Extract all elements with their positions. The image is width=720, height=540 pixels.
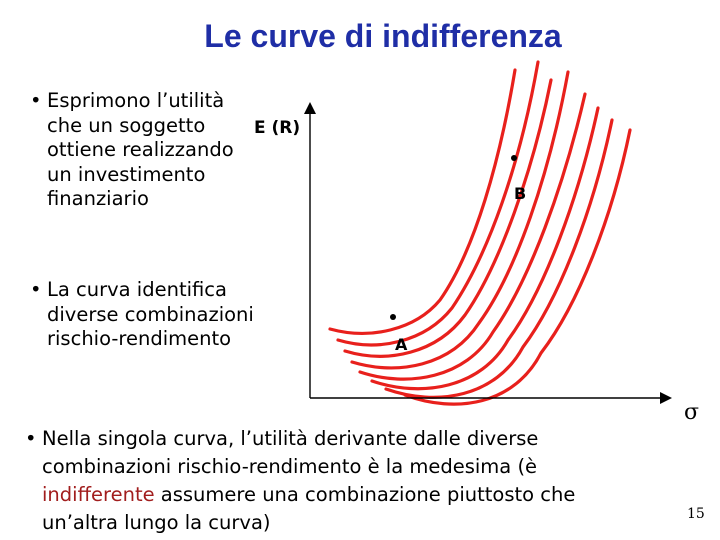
bullet-text-before: Nella singola curva, l’utilità derivante… xyxy=(42,427,539,478)
indifference-curve-2 xyxy=(336,60,540,347)
bullet-dot: • xyxy=(25,427,37,450)
bullet-text-after: assumere una combinazione piuttosto che … xyxy=(42,483,576,534)
bullet-dot: • xyxy=(30,278,42,301)
bullet-text: Esprimono l’utilità che un soggetto otti… xyxy=(47,89,234,210)
x-axis-arrowhead xyxy=(660,392,672,404)
point-b-label: B xyxy=(514,184,527,203)
axes xyxy=(304,102,672,404)
page-number: 15 xyxy=(687,506,705,522)
bullet-utility: • Esprimono l’utilità che un soggetto ot… xyxy=(30,89,247,212)
bullet-curve: • La curva identifica diverse combinazio… xyxy=(30,278,257,352)
bullet-indifference: • Nella singola curva, l’utilità derivan… xyxy=(25,425,642,537)
point-a-marker xyxy=(390,314,396,320)
bullet-dot: • xyxy=(30,89,42,112)
y-axis-arrowhead xyxy=(304,102,316,114)
indifference-curve-5 xyxy=(358,92,587,381)
bullet-text: La curva identifica diverse combinazioni… xyxy=(47,278,254,350)
indifference-curve-7 xyxy=(384,118,614,399)
indifference-curves xyxy=(328,60,632,406)
indifference-curve-8 xyxy=(403,128,632,406)
point-b-marker xyxy=(511,155,517,161)
slide-title: Le curve di indifferenza xyxy=(204,18,562,54)
y-axis-label: E (R) xyxy=(254,118,301,138)
indifference-curve-1 xyxy=(328,68,517,335)
indifference-curve-6 xyxy=(370,106,600,391)
highlight-indifferente: indifferente xyxy=(42,483,155,506)
x-axis-label: σ xyxy=(684,400,700,425)
point-a-label: A xyxy=(395,335,408,354)
indifference-curve-3 xyxy=(343,78,553,358)
indifference-curve-4 xyxy=(350,70,570,370)
